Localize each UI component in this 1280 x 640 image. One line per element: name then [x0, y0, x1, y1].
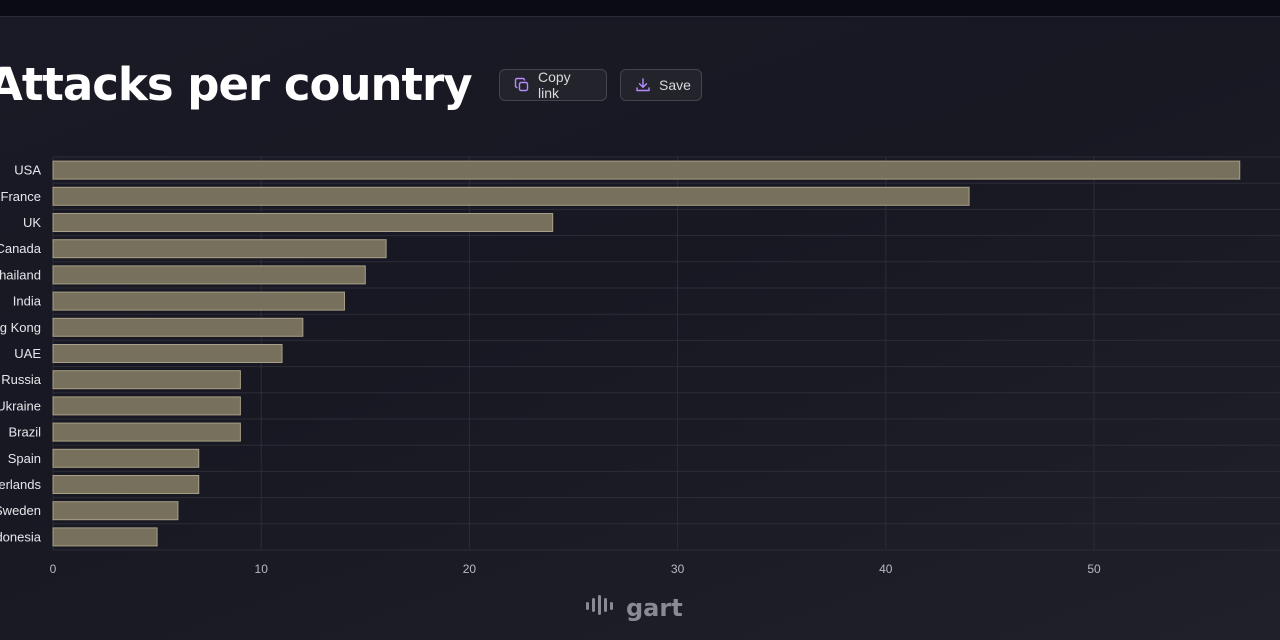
copy-link-label: Copy link	[538, 69, 571, 101]
save-button[interactable]: Save	[620, 69, 702, 101]
bar	[52, 291, 345, 311]
x-tick-label: 50	[1087, 562, 1101, 576]
x-tick-label: 0	[50, 562, 57, 576]
bar	[52, 213, 554, 232]
copy-icon	[514, 77, 530, 93]
x-tick-label: 40	[879, 562, 893, 576]
category-label: UK	[23, 215, 41, 230]
category-label: Hong Kong	[0, 320, 41, 335]
x-tick-label: 20	[463, 562, 477, 576]
category-label: Netherlands	[0, 477, 41, 492]
category-label: UAE	[14, 346, 41, 361]
soundwave-logo-icon	[586, 594, 620, 622]
bar	[52, 501, 179, 521]
category-label: USA	[14, 163, 41, 178]
category-labels: USA France UK Canada Thailand India Hong Kong U…	[0, 163, 42, 545]
bar	[52, 160, 1241, 180]
category-label: India	[13, 294, 42, 309]
bar	[52, 344, 283, 363]
bar	[52, 370, 241, 390]
category-label: Sweden	[0, 503, 41, 518]
bar	[52, 396, 241, 416]
bar	[52, 422, 241, 442]
bar	[52, 448, 200, 468]
category-label: Brazil	[8, 425, 41, 440]
x-axis-ticks: 0 10 20 30 40 50	[50, 562, 1101, 576]
chart-bars	[52, 160, 1241, 547]
bar	[52, 186, 970, 206]
category-label: Indonesia	[0, 529, 42, 544]
page-title: Attacks per country	[0, 58, 473, 111]
bar	[52, 475, 200, 494]
category-label: Russia	[1, 372, 42, 387]
download-icon	[635, 77, 651, 93]
category-label: Ukraine	[0, 398, 41, 413]
category-label: Spain	[8, 451, 41, 466]
bar	[52, 317, 304, 337]
x-tick-label: 10	[255, 562, 269, 576]
save-label: Save	[659, 77, 691, 93]
category-label: Thailand	[0, 267, 41, 282]
bar	[52, 239, 387, 259]
brand-logo: gart	[586, 594, 683, 622]
bar	[52, 265, 366, 285]
category-label: France	[1, 189, 41, 204]
category-label: Canada	[0, 241, 42, 256]
copy-link-button[interactable]: Copy link	[499, 69, 607, 101]
bar	[52, 527, 158, 547]
brand-name: gart	[626, 594, 683, 622]
top-bar	[0, 0, 1280, 17]
x-tick-label: 30	[671, 562, 685, 576]
